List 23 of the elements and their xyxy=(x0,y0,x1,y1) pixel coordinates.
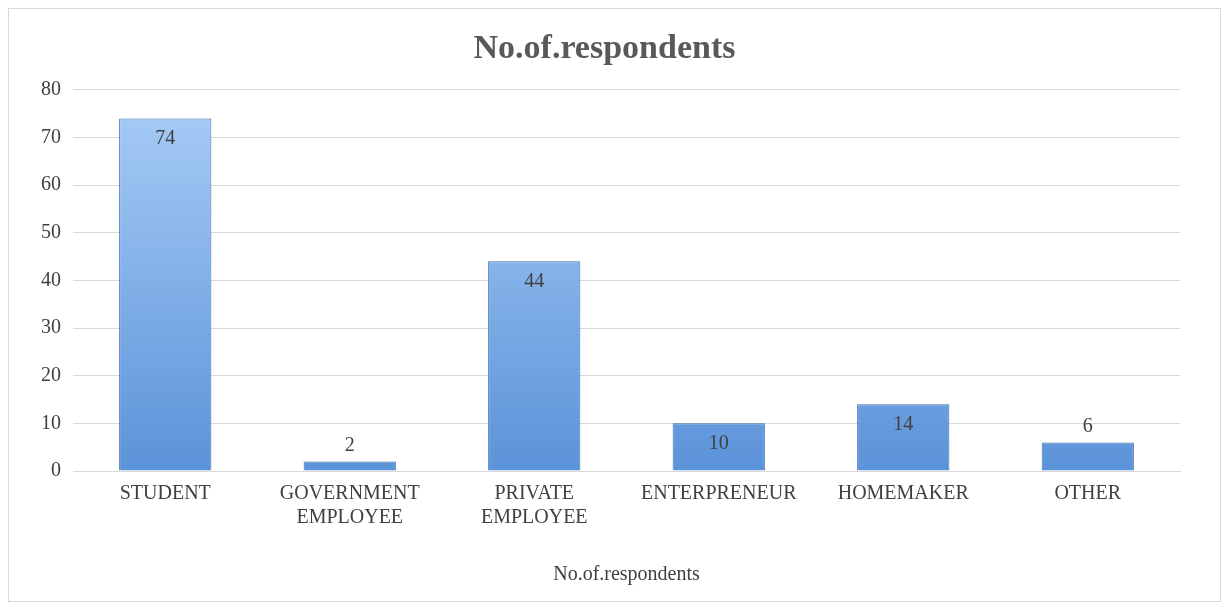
x-tick-label: PRIVATE EMPLOYEE xyxy=(480,481,588,528)
y-tick-label: 50 xyxy=(41,220,61,242)
y-tick-label: 70 xyxy=(41,124,61,147)
x-tick-label: GOVERNMENT EMPLOYEE xyxy=(279,481,420,528)
data-label: 6 xyxy=(1082,413,1093,436)
y-tick-label: 0 xyxy=(51,458,61,481)
data-label: 44 xyxy=(524,268,545,291)
y-tick-label: 20 xyxy=(41,362,61,385)
chart-title: No.of.respondents xyxy=(473,28,736,66)
y-tick-label: 10 xyxy=(41,410,61,433)
x-tick-label: STUDENT xyxy=(119,481,211,504)
y-tick-label: 60 xyxy=(41,172,61,195)
data-label: 10 xyxy=(708,430,729,453)
y-tick-label: 30 xyxy=(41,315,61,338)
y-tick-label: 40 xyxy=(41,267,61,290)
x-axis-title: No.of.respondents xyxy=(553,562,701,586)
y-tick-label: 80 xyxy=(41,77,61,100)
data-label: 2 xyxy=(344,432,355,455)
x-tick-label: ENTERPRENEUR xyxy=(640,481,798,504)
x-tick-label: OTHER xyxy=(1054,481,1122,504)
data-label: 14 xyxy=(893,411,914,434)
x-tick-label: HOMEMAKER xyxy=(837,481,970,504)
data-label: 74 xyxy=(155,125,176,148)
